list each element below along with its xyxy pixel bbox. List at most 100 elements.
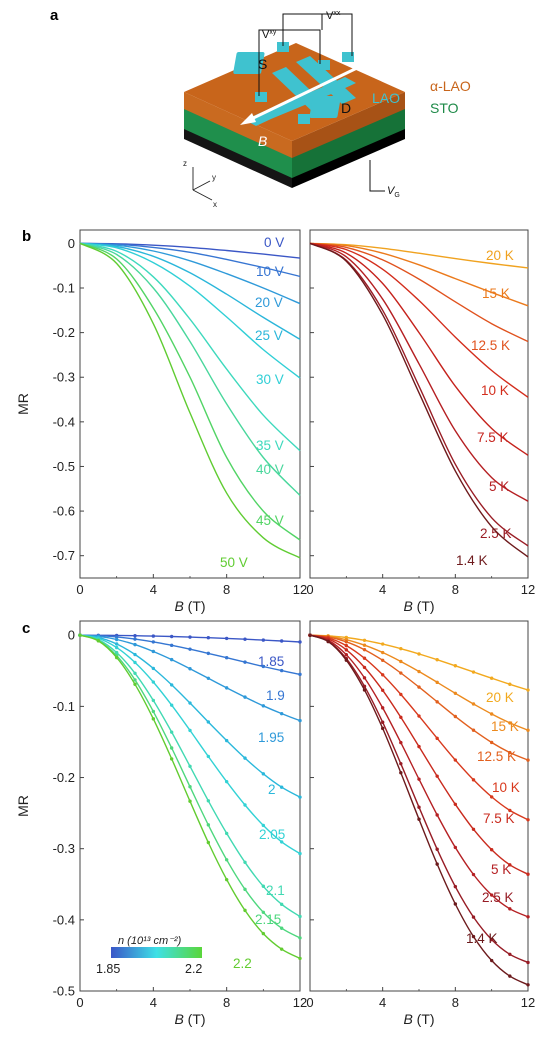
x-tick-label: 12	[521, 995, 535, 1010]
data-point	[526, 728, 530, 732]
data-point	[308, 633, 312, 637]
series-label: 12.5 K	[471, 338, 510, 353]
data-point	[362, 638, 367, 642]
series-label: 2.15	[255, 912, 281, 927]
x-tick-label: 12	[293, 995, 307, 1010]
data-point	[435, 862, 439, 866]
data-point	[526, 872, 530, 876]
series-line-30-V	[79, 242, 301, 379]
data-point	[243, 695, 247, 699]
substrate-base	[184, 128, 292, 188]
data-point	[206, 676, 211, 680]
data-point	[169, 730, 174, 734]
y-tick-label: -0.5	[53, 984, 75, 999]
x-tick-label: 0	[76, 995, 83, 1010]
data-point	[243, 803, 247, 807]
data-point	[489, 795, 494, 799]
data-point	[399, 659, 403, 664]
density-colorbar: n (10¹³ cm⁻²) 1.85 2.2	[96, 935, 202, 976]
series-label: 1.95	[258, 730, 284, 745]
data-point	[298, 795, 302, 799]
series-label: 10 V	[256, 264, 284, 279]
series-label: 2.2	[233, 956, 252, 971]
data-point	[151, 666, 156, 671]
data-point	[508, 863, 512, 867]
data-point	[151, 717, 156, 721]
data-point	[279, 926, 284, 930]
y-tick-label: -0.3	[53, 370, 75, 385]
y-tick-label: -0.6	[53, 504, 75, 519]
y-tick-label: -0.2	[53, 325, 75, 340]
panel-letter-a: a	[50, 7, 59, 24]
data-point	[417, 714, 421, 718]
data-point	[133, 678, 137, 682]
x-tick-label: 8	[452, 995, 459, 1010]
y-tick-label: -0.4	[53, 912, 75, 927]
colorbar-title: n (10¹³ cm⁻²)	[118, 935, 182, 947]
data-point	[526, 688, 530, 692]
data-point	[417, 744, 421, 749]
y-axis-label: MR	[15, 795, 31, 817]
series-label: 2.05	[259, 827, 285, 842]
data-point	[453, 902, 458, 906]
data-point	[224, 738, 229, 743]
data-point	[243, 756, 247, 760]
data-point	[489, 937, 494, 942]
y-tick-label: -0.1	[53, 281, 75, 296]
colorbar-min-label: 1.85	[96, 962, 120, 976]
data-point	[344, 658, 349, 662]
series-label: 15 K	[482, 286, 510, 301]
data-point	[298, 851, 302, 856]
drain-label: D	[341, 100, 351, 116]
data-point	[453, 845, 458, 850]
data-point	[279, 785, 284, 789]
data-point	[453, 714, 458, 719]
data-point	[417, 669, 421, 674]
data-point	[224, 656, 229, 660]
data-point	[224, 831, 229, 836]
data-point	[508, 974, 512, 978]
sto-layer-front	[184, 108, 292, 178]
data-point	[279, 668, 284, 673]
source-label: S	[258, 56, 267, 72]
series-line-40-V	[79, 242, 301, 496]
data-point	[399, 771, 403, 775]
x-tick-label: 0	[76, 582, 83, 597]
series-line-20-K	[309, 242, 529, 269]
data-point	[243, 637, 247, 641]
data-point	[526, 960, 530, 965]
colorbar-max-label: 2.2	[185, 962, 202, 976]
data-point	[298, 672, 302, 677]
data-point	[224, 686, 229, 690]
y-axis-label: MR	[15, 393, 31, 415]
series-label: 50 V	[220, 555, 248, 570]
data-point	[508, 907, 512, 911]
data-point	[169, 683, 174, 687]
series-label: 2.5 K	[480, 526, 512, 541]
data-point	[399, 671, 403, 675]
lao-label: LAO	[372, 90, 400, 106]
data-point	[261, 772, 266, 776]
data-point	[151, 698, 156, 703]
axis-z-label: z	[183, 159, 187, 168]
series-label: 2	[268, 782, 276, 797]
data-point	[133, 642, 137, 647]
panel-letter-b: b	[22, 228, 31, 245]
data-point	[188, 701, 192, 705]
x-axis-label: B (T)	[174, 1011, 205, 1027]
y-tick-label: -0.1	[53, 699, 75, 714]
series-label: 7.5 K	[477, 430, 509, 445]
data-point	[417, 777, 421, 781]
data-point	[169, 634, 174, 639]
data-point	[151, 680, 156, 684]
data-point	[298, 914, 302, 919]
data-point	[151, 634, 156, 638]
series-line-5-K	[309, 242, 529, 502]
data-point	[399, 646, 403, 651]
series-label: 5 K	[491, 862, 511, 877]
hall-bar	[233, 42, 356, 126]
data-point	[133, 660, 137, 665]
data-point	[453, 691, 458, 695]
data-point	[471, 827, 476, 831]
series-line-45-V	[79, 242, 301, 541]
